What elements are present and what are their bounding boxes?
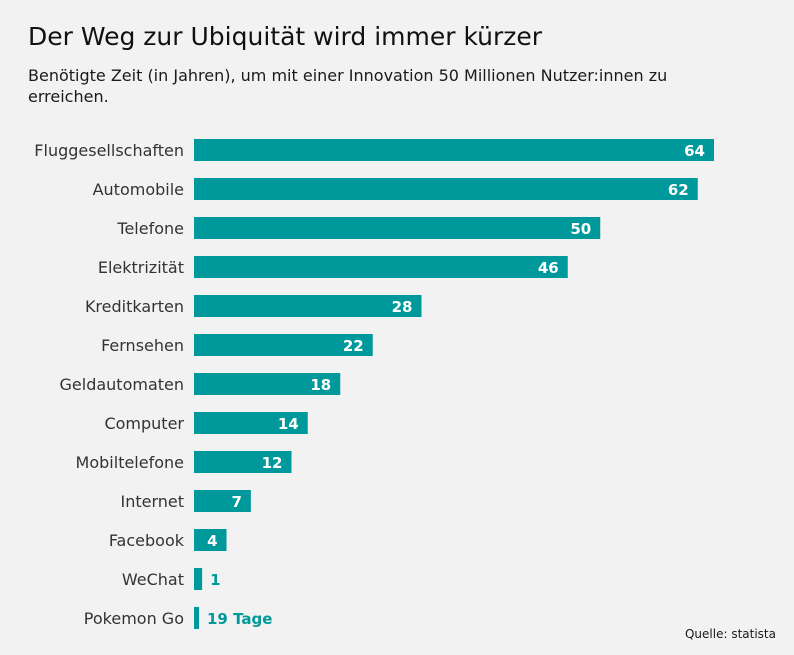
bar [194, 256, 568, 278]
value-label: 50 [570, 220, 591, 238]
chart-subtitle: Benötigte Zeit (in Jahren), um mit einer… [28, 66, 668, 106]
chart-title: Der Weg zur Ubiquität wird immer kürzer [28, 22, 543, 51]
category-label: Elektrizität [98, 258, 184, 277]
category-label: Computer [104, 414, 184, 433]
bar [194, 178, 698, 200]
category-label: Internet [120, 492, 184, 511]
value-label: 19 Tage [207, 610, 272, 628]
category-label: Geldautomaten [60, 375, 185, 394]
value-label: 18 [310, 376, 331, 394]
value-label: 1 [210, 571, 220, 589]
category-label: Fernsehen [101, 336, 184, 355]
bar [194, 139, 714, 161]
bar [194, 412, 308, 434]
bar [194, 295, 422, 317]
category-label: WeChat [122, 570, 184, 589]
value-label: 22 [343, 337, 364, 355]
category-label: Telefone [116, 219, 184, 238]
bar [194, 451, 292, 473]
bar [194, 607, 199, 629]
category-label: Automobile [93, 180, 184, 199]
bar [194, 529, 227, 551]
category-label: Pokemon Go [84, 609, 184, 628]
bar [194, 373, 341, 395]
bar [194, 217, 601, 239]
value-label: 28 [392, 298, 413, 316]
bar [194, 490, 251, 512]
category-label: Kreditkarten [85, 297, 184, 316]
category-label: Facebook [109, 531, 185, 550]
category-label: Mobiltelefone [76, 453, 184, 472]
value-label: 62 [668, 181, 689, 199]
value-label: 14 [278, 415, 299, 433]
category-label: Fluggesellschaften [34, 141, 184, 160]
value-label: 46 [538, 259, 559, 277]
bar [194, 334, 373, 356]
value-label: 12 [262, 454, 283, 472]
value-label: 64 [684, 142, 705, 160]
value-label: 7 [231, 493, 241, 511]
source-note: Quelle: statista [684, 627, 776, 641]
bar [194, 568, 203, 590]
value-label: 4 [207, 532, 217, 550]
